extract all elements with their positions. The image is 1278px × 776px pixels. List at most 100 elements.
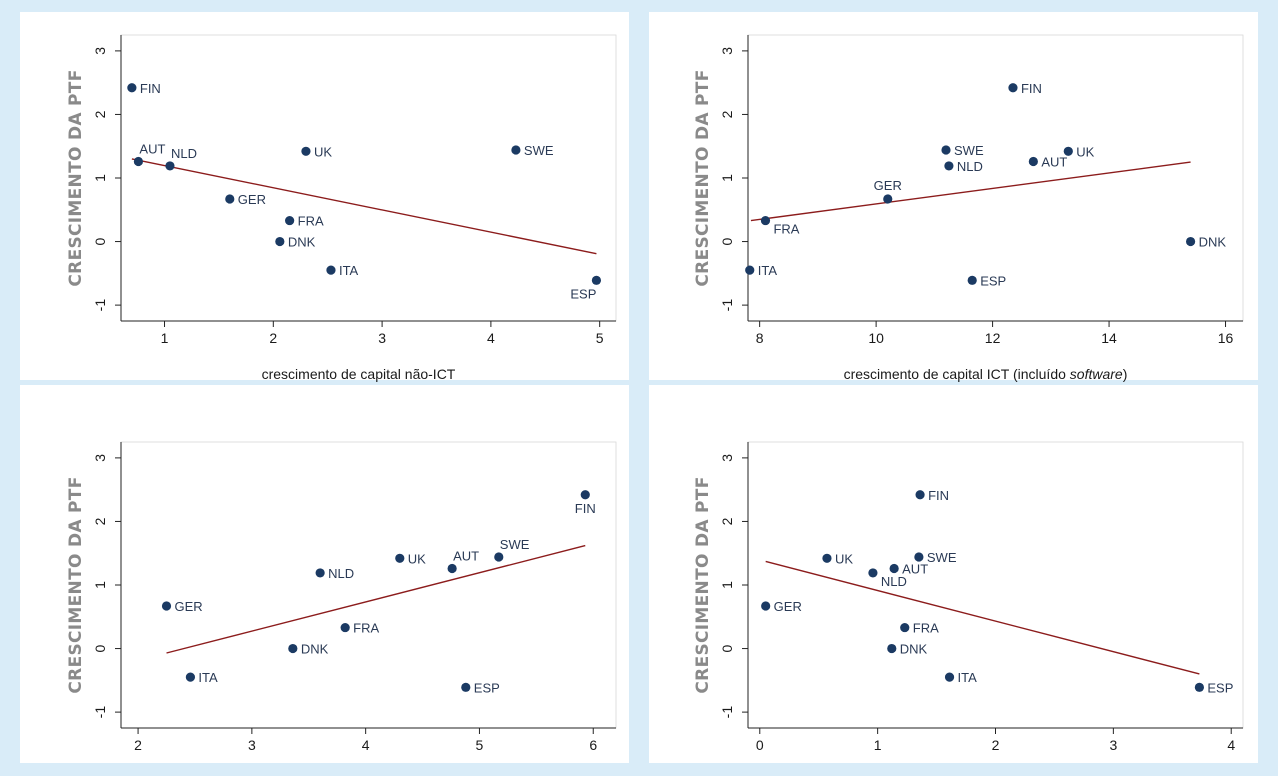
point-label: GER (774, 599, 802, 614)
data-point (326, 265, 336, 275)
x-axis-label-part: crescimento de capital não-ICT (262, 366, 456, 382)
data-point (1194, 682, 1204, 692)
x-tick-label: 14 (1101, 330, 1117, 346)
y-tick-label: 1 (719, 174, 735, 182)
x-axis-label-part: software (1070, 366, 1123, 382)
data-point (301, 146, 311, 156)
point-label: NLD (957, 159, 983, 174)
point-label: ESP (1207, 680, 1233, 695)
point-label: SWE (927, 550, 957, 565)
y-tick-label: 2 (92, 110, 108, 118)
x-tick-label: 3 (378, 330, 386, 346)
y-tick-label: 0 (92, 644, 108, 652)
point-label: ESP (474, 680, 500, 695)
y-axis-label: CRESCIMENTO DA PTF (693, 476, 713, 693)
x-tick-label: 5 (476, 737, 484, 753)
y-tick-label: 3 (92, 454, 108, 462)
data-point (745, 265, 755, 275)
data-point (315, 568, 325, 578)
panel-background (20, 12, 629, 380)
point-label: ESP (980, 273, 1006, 288)
point-label: GER (238, 192, 266, 207)
y-tick-label: 1 (92, 581, 108, 589)
y-tick-label: 2 (719, 110, 735, 118)
point-label: DNK (1199, 235, 1227, 250)
data-point (285, 215, 295, 226)
fit-line (750, 161, 1191, 222)
point-label: FIN (928, 488, 949, 503)
data-point (1028, 156, 1038, 167)
y-tick-label: 2 (719, 517, 735, 525)
data-point (944, 161, 954, 171)
point-label: DNK (301, 642, 329, 657)
point-label: DNK (288, 235, 316, 250)
x-axis-label-part: crescimento de capital ICT (incluído (844, 366, 1070, 382)
point-label: NLD (881, 574, 907, 589)
x-tick-label: 4 (487, 330, 495, 346)
panel-top-right: -1 0 1 2 3 8 10 12 14 16 CRESCIMENTO DA PTF crescim… (639, 0, 1278, 385)
data-point (580, 490, 590, 500)
y-tick-label: 1 (92, 174, 108, 182)
x-tick-label: 2 (134, 737, 142, 753)
point-label: AUT (453, 548, 479, 563)
y-tick-label: 3 (719, 47, 735, 55)
data-point (900, 622, 910, 633)
data-point (185, 672, 196, 682)
point-label: FRA (298, 214, 324, 229)
data-point (883, 194, 893, 204)
x-tick-label: 8 (756, 330, 764, 346)
data-point (1063, 146, 1073, 156)
point-label: ITA (198, 670, 218, 685)
data-point (127, 83, 137, 93)
point-label: AUT (902, 561, 928, 576)
y-tick-label: -1 (92, 299, 108, 312)
point-label: GER (175, 599, 203, 614)
panel-background (649, 385, 1258, 763)
x-tick-label: 3 (1109, 737, 1117, 753)
data-point (225, 194, 235, 204)
fit-line (765, 560, 1200, 675)
panel-background (649, 12, 1258, 380)
point-label: SWE (524, 143, 554, 158)
x-tick-label: 10 (868, 330, 884, 346)
y-tick-label: -1 (719, 706, 735, 719)
point-label: NLD (328, 566, 354, 581)
data-point (447, 563, 457, 574)
data-point (494, 552, 504, 562)
point-label: FRA (773, 222, 799, 237)
x-tick-label: 0 (756, 737, 764, 753)
point-label: FIN (575, 501, 596, 516)
point-label: UK (314, 144, 332, 159)
x-tick-label: 4 (362, 737, 370, 753)
data-point (133, 156, 144, 167)
point-label: FRA (913, 621, 939, 636)
point-label: SWE (500, 537, 530, 552)
point-label: UK (1076, 144, 1094, 159)
y-axis-label: CRESCIMENTO DA PTF (66, 476, 86, 693)
y-tick-label: 3 (719, 454, 735, 462)
point-label: FIN (140, 81, 161, 96)
x-tick-label: 3 (248, 737, 256, 753)
point-label: FIN (1021, 81, 1042, 96)
chart-svg: -1 0 1 2 3 1 2 3 4 5 CRESCIMENTO DA PTF crescimento… (20, 12, 629, 382)
x-axis-label: crescimento de capital ICT (incluído sof… (844, 366, 1128, 382)
data-point (340, 622, 350, 633)
fit-line (166, 544, 586, 654)
data-point (941, 145, 951, 155)
data-point (761, 601, 771, 611)
x-axis-label: crescimento de capital não-ICT (262, 366, 456, 382)
x-tick-label: 6 (589, 737, 597, 753)
x-tick-label: 4 (1227, 737, 1235, 753)
y-axis-label: CRESCIMENTO DA PTF (693, 69, 713, 286)
point-label: GER (874, 178, 902, 193)
data-point (868, 568, 878, 578)
y-tick-label: 2 (92, 517, 108, 525)
x-axis-label-part: ) (1123, 366, 1128, 382)
x-tick-label: 12 (985, 330, 1001, 346)
data-point (511, 145, 521, 155)
data-point (275, 236, 285, 247)
x-tick-label: 1 (161, 330, 169, 346)
